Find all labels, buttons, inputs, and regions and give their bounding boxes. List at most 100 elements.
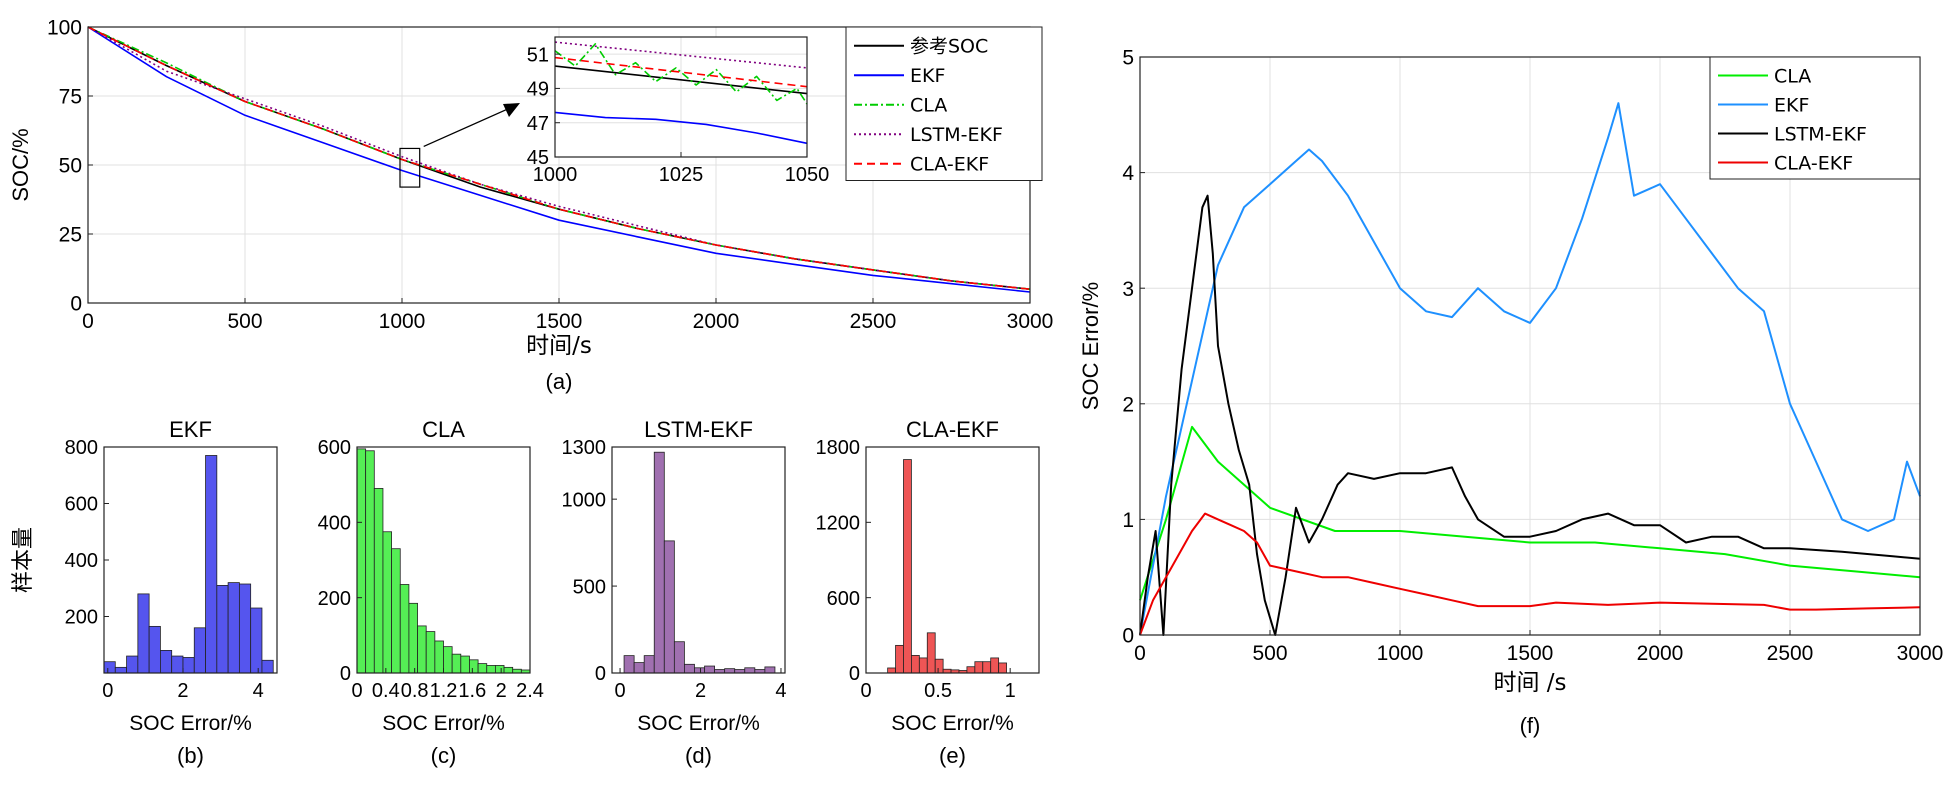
panel-d-histogram-bar [684,663,695,674]
panel-c-x-tick-label: 0 [351,680,362,702]
panel-d-plot-frame [611,446,786,674]
panel-b-histogram-bar [205,455,218,674]
panel-a-inset-y-tick-label: 47 [527,113,549,135]
panel-c-x-tick-label: 1.2 [430,680,458,702]
panel-e-y-tick-label: 600 [827,588,860,610]
panel-d-x-tick-label: 4 [775,680,786,702]
panel-c-histogram-bar [391,548,401,674]
panel-d: 0 2 4 0 500 1000 1300 LSTM-EKF SOC Error/% (d) [562,417,787,768]
panel-c-histogram-bar [486,665,496,674]
panel-c-histogram-bar [460,655,470,674]
panel-e-histogram-bar [926,632,936,674]
panel-a-x-tick-label: 1500 [536,310,583,333]
panel-a-x-tick-label: 1000 [379,310,426,333]
panel-b-histogram-bar [171,655,184,674]
panel-c: 0 0.4 0.8 1.2 1.6 2 2.4 0 200 400 600 CLA SOC Error/… [318,417,544,768]
panel-a-inset-y-tick-label: 49 [527,79,549,101]
panel-b-y-tick-label: 600 [65,494,98,516]
panel-c-histogram-bar [382,531,393,674]
panel-a-y-tick-label: 50 [59,155,82,178]
panel-b-x-tick-label: 4 [253,680,264,702]
panel-c-x-tick-label: 2 [496,680,507,702]
panel-a-inset-series-3-line [554,43,808,105]
panel-d-y-tick-label: 1300 [562,437,607,459]
panel-f-y-tick-label: 3 [1122,278,1134,301]
panel-c-histogram-bar [494,665,505,674]
panel-c-title: CLA [422,417,465,442]
panel-c-histogram-bar [434,640,444,674]
panel-b-y-tick-label: 400 [65,550,98,572]
panel-b-histogram-bar [216,585,229,674]
panel-a-inset-series-2-line [554,111,808,145]
panel-e-histogram-bar [903,459,912,674]
panel-f-legend-label: CLA-EKF [1774,152,1853,174]
panel-c-histogram-bar [451,653,462,674]
panel-b-histogram-bar [126,655,139,674]
panel-e-x-tick-label: 0.5 [924,680,952,702]
panel-d-histogram-bar [663,540,675,674]
panel-b-title: EKF [169,417,212,442]
panel-a-caption: (a) [546,369,573,394]
panel-a-x-tick-label: 3000 [1007,310,1054,333]
panel-a-x-axis-label: 时间/s [526,333,592,359]
panel-c-x-tick-label: 1.6 [458,680,486,702]
panel-a-legend-label: LSTM-EKF [910,124,1003,146]
panel-c-y-tick-label: 200 [318,588,351,610]
panel-a-inset-x-tick-label: 1050 [785,164,830,186]
panel-b-histogram-bar [148,625,161,674]
panel-a-x-tick-label: 500 [227,310,262,333]
panel-f-y-tick-label: 4 [1122,162,1134,185]
panel-a-inset-x-tick-label: 1025 [659,164,704,186]
panel-e-x-tick-label: 1 [1005,680,1016,702]
panel-d-histogram-bar [673,641,685,674]
panel-b-x-axis-label: SOC Error/% [129,712,252,735]
panel-f-series-1-line [1139,425,1921,601]
panel-d-histogram-bar [653,451,665,674]
panel-a-x-tick-label: 2000 [693,310,740,333]
panel-e-histogram-bar [911,655,920,674]
panel-e-y-tick-label: 0 [849,663,860,685]
panel-c-x-axis-label: SOC Error/% [382,712,505,735]
panel-c-x-tick-label: 0.4 [372,680,400,702]
panel-f-y-tick-label: 1 [1122,509,1134,532]
panel-c-histogram-bar [477,663,488,674]
panel-a-legend-label: EKF [910,65,945,87]
panel-a-y-tick-label: 0 [70,293,82,316]
panel-f-y-tick-label: 5 [1122,47,1134,70]
panel-a-y-axis-label: SOC/% [8,128,33,201]
panel-a-x-tick-label: 0 [82,310,94,333]
panel-e-y-tick-label: 1200 [816,513,861,535]
panel-e-histogram-bar [998,662,1007,674]
panel-f-x-tick-label: 2000 [1637,642,1684,665]
panel-d-histogram-bar [694,667,705,674]
panel-a-zoom-arrow [423,107,511,148]
panel-d-histogram-bar [623,655,635,674]
panel-e: 0 0.5 1 0 600 1200 1800 CLA-EKF SOC Error/% (e) [816,417,1040,768]
panel-b: 0 2 4 200 400 600 800 EKF SOC Error/% (b) 样本量 [11,417,278,768]
panel-c-y-tick-label: 0 [340,663,351,685]
panel-a-inset-x-tick-label: 1000 [533,164,578,186]
panel-e-title: CLA-EKF [906,417,999,442]
panel-c-histogram-bar [408,602,418,674]
panel-f-y-axis-label: SOC Error/% [1078,282,1103,410]
panel-a-series-2-line [87,26,1031,293]
panel-d-caption: (d) [685,743,712,768]
panel-f-x-tick-label: 500 [1252,642,1287,665]
panel-c-y-tick-label: 600 [318,437,351,459]
panel-c-histogram-bar [443,646,453,674]
panel-f-x-tick-label: 3000 [1897,642,1944,665]
panel-d-y-tick-label: 0 [595,663,606,685]
panel-a-inset-series-5-line [554,56,808,88]
panel-f-legend [1709,56,1921,180]
panel-d-histogram-bar [724,668,736,674]
panel-e-plot-frame [865,446,1040,674]
panel-e-histogram-bar [895,644,904,674]
panel-a-x-tick-label: 2500 [850,310,897,333]
panel-c-x-tick-label: 2.4 [516,680,544,702]
panel-b-histogram-bar [103,661,116,674]
panel-b-histogram-bar [182,657,195,674]
panel-f-x-axis-label: 时间 /s [1493,670,1566,696]
panel-b-caption: (b) [177,743,204,768]
panel-a-zoom-box [399,147,421,188]
